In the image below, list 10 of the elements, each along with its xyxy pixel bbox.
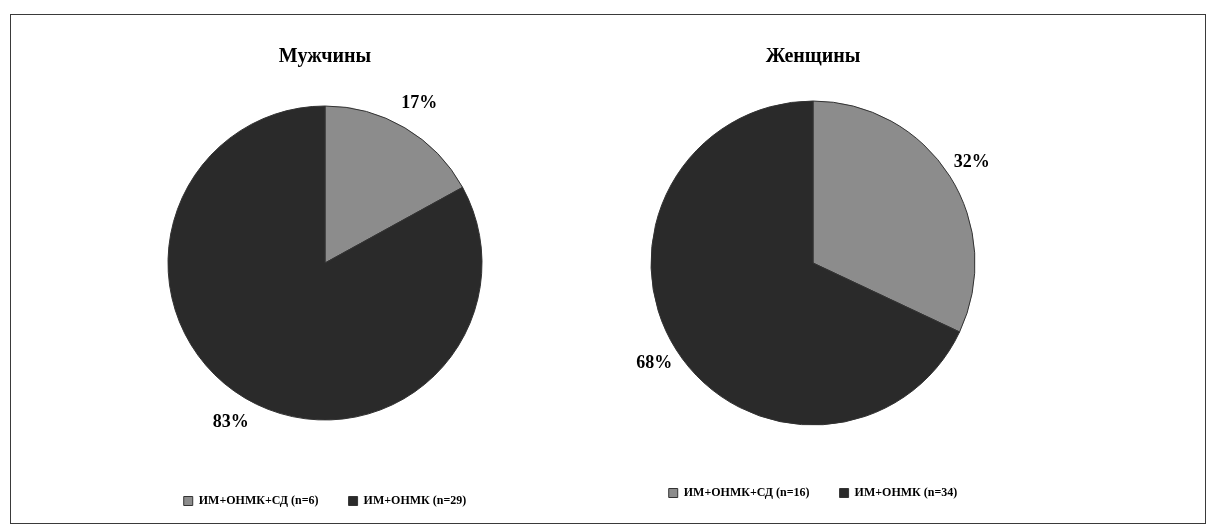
data-label: 83% [212,410,249,431]
chart-title: Женщины [765,44,861,67]
legend-label: ИМ+ОНМК+СД (n=6) [198,493,319,508]
data-label: 17% [401,92,438,113]
legend-label: ИМ+ОНМК (n=34) [854,485,958,500]
chart-title: Мужчины [278,44,372,68]
data-label: 68% [636,352,673,373]
legend-label: ИМ+ОНМК (n=29) [363,493,467,508]
data-label: 32% [953,150,990,171]
legend-label: ИМ+ОНМК+СД (n=16) [683,485,810,500]
